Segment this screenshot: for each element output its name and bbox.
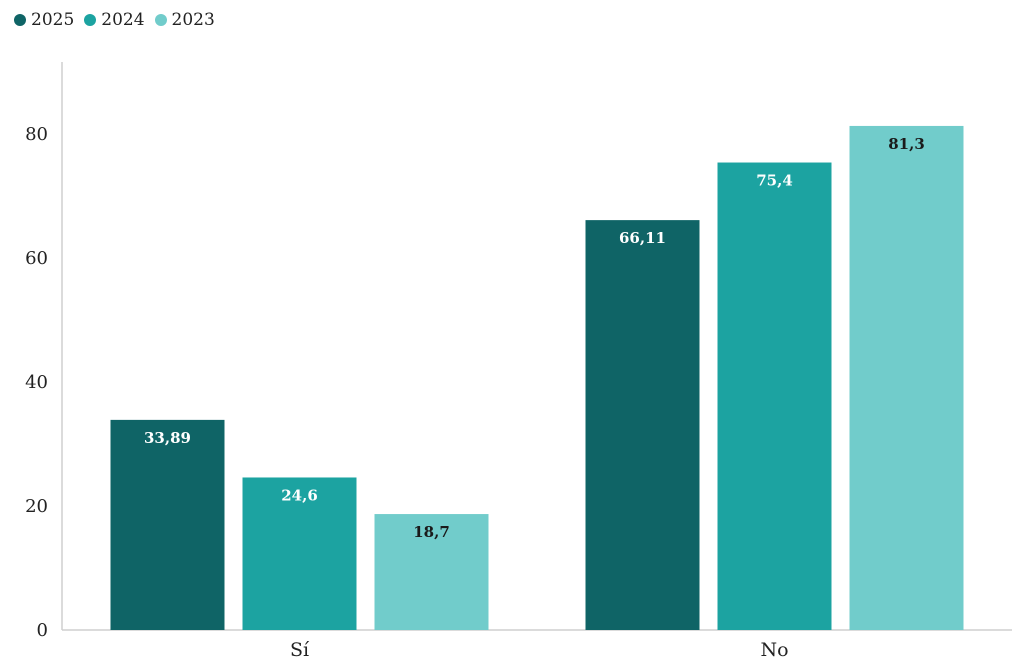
data-label-2025-no: 66,11 bbox=[619, 229, 666, 247]
data-label-2024-no: 75,4 bbox=[756, 172, 793, 190]
bar-2024-si bbox=[242, 477, 357, 630]
y-tick-label-20: 20 bbox=[25, 496, 48, 517]
legend-item-2023: 2023 bbox=[154, 10, 215, 30]
y-tick-label-80: 80 bbox=[25, 124, 48, 145]
data-label-2024-si: 24,6 bbox=[281, 486, 318, 504]
data-label-2025-si: 33,89 bbox=[144, 429, 191, 447]
y-tick-label-60: 60 bbox=[25, 248, 48, 269]
legend-swatch-2023 bbox=[154, 14, 167, 26]
y-tick-label-0: 0 bbox=[37, 620, 48, 641]
data-label-2023-no: 81,3 bbox=[888, 135, 925, 153]
legend-item-2024: 2024 bbox=[84, 10, 145, 30]
bar-2025-no bbox=[585, 220, 700, 631]
bar-2024-no bbox=[717, 162, 832, 630]
data-label-2023-si: 18,7 bbox=[413, 523, 450, 541]
legend-swatch-2025 bbox=[14, 14, 26, 26]
chart-legend: 2025 2024 2023 bbox=[14, 10, 215, 30]
x-category-label-si: Sí bbox=[290, 639, 310, 661]
bar-2023-no bbox=[849, 125, 964, 630]
legend-item-2025: 2025 bbox=[14, 10, 74, 30]
legend-swatch-2024 bbox=[84, 14, 97, 26]
legend-label-2024: 2024 bbox=[101, 10, 145, 30]
legend-label-2025: 2025 bbox=[31, 10, 75, 30]
bar-2025-si bbox=[110, 419, 225, 630]
legend-label-2023: 2023 bbox=[171, 10, 215, 30]
bar-2023-si bbox=[374, 514, 489, 630]
y-tick-label-40: 40 bbox=[25, 372, 48, 393]
x-category-label-no: No bbox=[760, 639, 788, 661]
